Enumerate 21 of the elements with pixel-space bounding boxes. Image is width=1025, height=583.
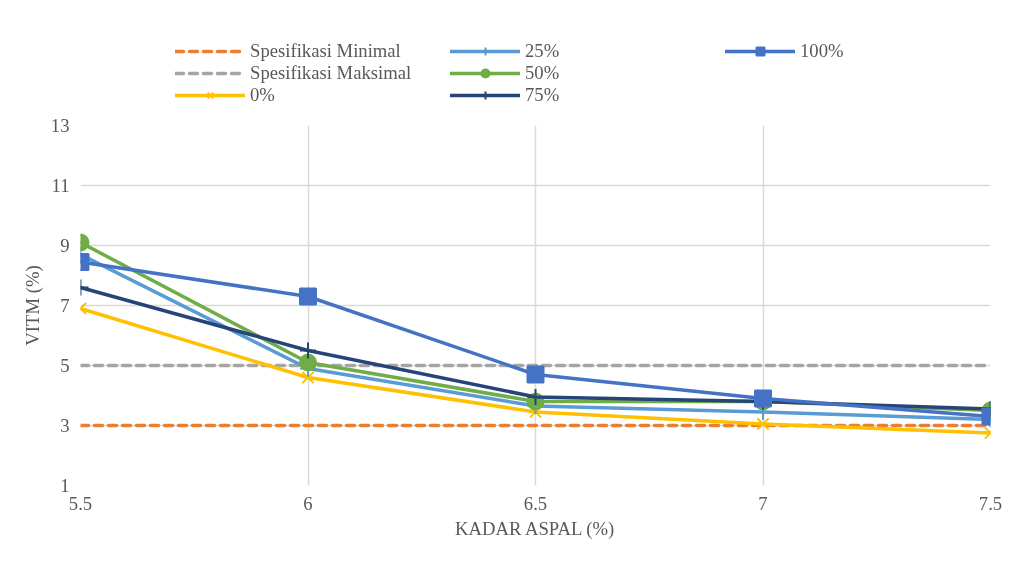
legend-label: 0% <box>250 84 276 106</box>
y-tick-label: 3 <box>60 415 70 436</box>
x-tick-label: 7 <box>758 492 768 514</box>
y-tick-label: 1 <box>60 475 70 496</box>
y-tick-label: 13 <box>50 115 70 136</box>
legend-label: 25% <box>525 40 561 62</box>
x-tick-label: 5.5 <box>68 492 93 514</box>
y-axis-title: VITM (%) <box>21 265 44 346</box>
y-tick-label: 11 <box>51 175 70 196</box>
legend-label: Spesifikasi Minimal <box>250 40 402 62</box>
x-tick-label: 6.5 <box>523 492 548 514</box>
y-tick-label: 5 <box>60 355 70 376</box>
y-tick-label: 7 <box>60 295 70 316</box>
legend-label: 75% <box>525 84 561 106</box>
x-tick-label: 7.5 <box>978 492 1003 514</box>
x-tick-label: 6 <box>303 492 313 514</box>
y-tick-label: 9 <box>60 235 70 256</box>
x-axis-title: KADAR ASPAL (%) <box>454 517 615 540</box>
legend-label: 50% <box>525 62 561 84</box>
legend-label: Spesifikasi Maksimal <box>250 62 413 84</box>
legend-label: 100% <box>800 40 845 62</box>
